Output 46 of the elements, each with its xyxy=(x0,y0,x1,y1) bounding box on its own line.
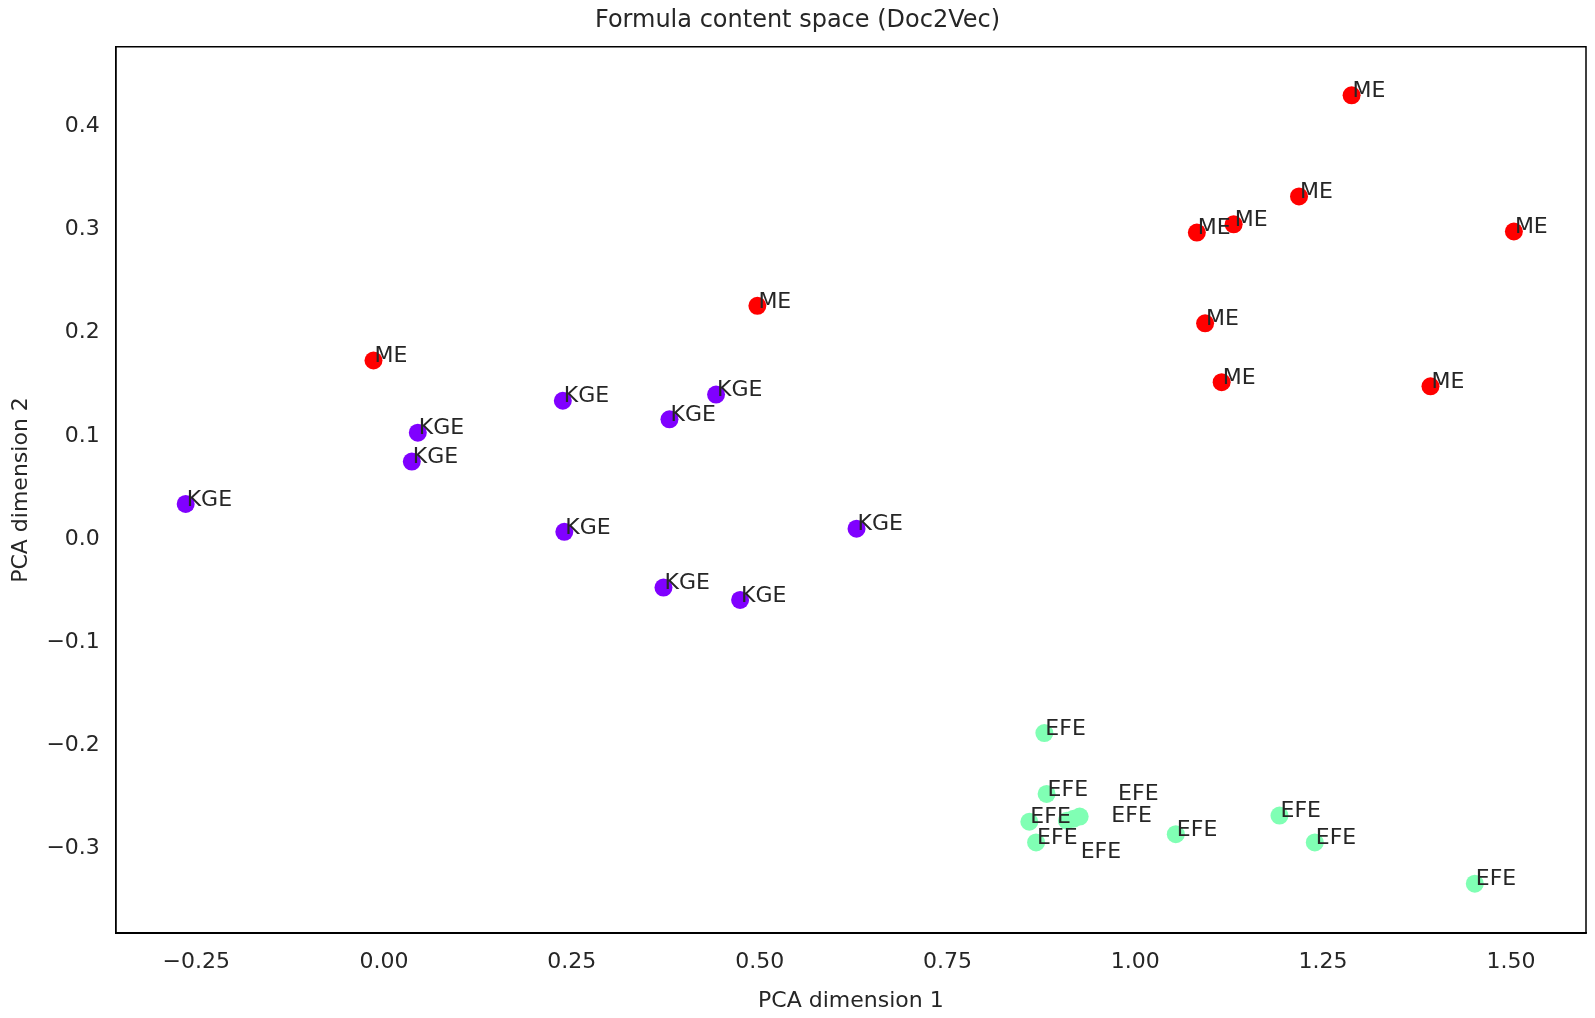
text: ME xyxy=(1431,368,1465,394)
text: EFE xyxy=(1315,824,1357,850)
text: ME xyxy=(1222,363,1256,389)
text: ME xyxy=(1206,305,1240,331)
text: EFE xyxy=(1280,797,1321,823)
text: KGE xyxy=(412,443,459,469)
text: ME xyxy=(1352,77,1386,103)
y-tick-label: −0.1 xyxy=(46,627,100,653)
text: ME xyxy=(1300,178,1333,204)
text: ME xyxy=(1234,206,1268,232)
text: ME xyxy=(758,287,792,313)
text: KGE xyxy=(664,569,710,595)
text: KGE xyxy=(857,510,903,536)
text: KGE xyxy=(717,376,763,402)
x-tick-label: 1.00 xyxy=(1110,948,1160,974)
y-tick-label: −0.3 xyxy=(46,834,100,860)
x-tick-label: 0.25 xyxy=(547,948,597,974)
y-axis-title: PCA dimension 2 xyxy=(6,397,32,583)
text: EFE xyxy=(1475,865,1517,891)
chart-title: Formula content space (Doc2Vec) xyxy=(594,4,1001,33)
text: ME xyxy=(1514,213,1548,239)
text: KGE xyxy=(418,414,465,440)
x-tick-label: 0.50 xyxy=(735,948,785,974)
text: EFE xyxy=(1080,838,1122,864)
y-tick-label: 0.1 xyxy=(64,421,100,447)
y-tick-label: −0.2 xyxy=(46,731,100,757)
text: KGE xyxy=(670,401,716,427)
text: EFE xyxy=(1176,815,1218,841)
text: EFE xyxy=(1047,775,1089,801)
text: ME xyxy=(374,342,408,368)
y-tick-label: 0.2 xyxy=(64,318,100,344)
text: KGE xyxy=(565,513,611,539)
text: KGE xyxy=(186,485,233,511)
text: KGE xyxy=(563,382,610,408)
y-tick-label: 0.0 xyxy=(64,524,100,550)
y-tick-label: 0.4 xyxy=(64,111,100,137)
x-tick-label: −0.25 xyxy=(162,948,230,974)
y-tick-label: 0.3 xyxy=(64,215,100,241)
x-tick-label: 0.75 xyxy=(922,948,972,974)
x-tick-label: 1.25 xyxy=(1298,948,1348,974)
series-label: KGE xyxy=(741,581,787,607)
text: EFE xyxy=(1045,714,1086,740)
x-tick-label: 1.50 xyxy=(1486,948,1536,974)
text: EFE xyxy=(1037,824,1078,850)
x-axis-title: PCA dimension 1 xyxy=(758,986,944,1012)
x-tick-label: 0.00 xyxy=(359,948,409,974)
